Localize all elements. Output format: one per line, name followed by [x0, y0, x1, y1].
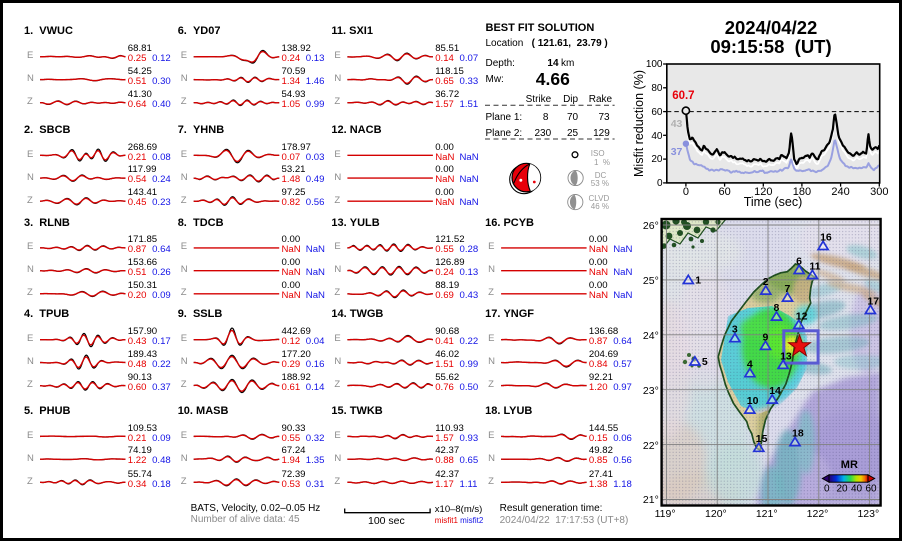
svg-text:3: 3	[732, 324, 738, 336]
svg-text:7: 7	[785, 283, 791, 295]
svg-text:60: 60	[866, 484, 878, 495]
svg-text:11: 11	[809, 260, 820, 272]
svg-text:13: 13	[780, 350, 792, 362]
svg-text:5: 5	[702, 356, 708, 368]
svg-text:15: 15	[756, 433, 768, 445]
svg-text:8: 8	[774, 302, 780, 314]
svg-text:17: 17	[867, 295, 879, 307]
svg-text:0: 0	[824, 484, 830, 495]
svg-text:40: 40	[851, 484, 863, 495]
svg-text:16: 16	[820, 231, 832, 243]
svg-text:18: 18	[792, 428, 804, 440]
svg-text:9: 9	[763, 331, 769, 343]
svg-text:MR: MR	[841, 459, 858, 471]
svg-text:4: 4	[747, 359, 753, 371]
svg-text:10: 10	[747, 395, 759, 407]
svg-text:2: 2	[763, 276, 769, 288]
svg-text:14: 14	[769, 385, 781, 397]
svg-text:1: 1	[695, 274, 701, 286]
svg-text:Misfit reduction (%): Misfit reduction (%)	[632, 70, 646, 177]
svg-text:6: 6	[796, 255, 802, 267]
svg-text:12: 12	[796, 310, 808, 322]
svg-text:20: 20	[837, 484, 849, 495]
